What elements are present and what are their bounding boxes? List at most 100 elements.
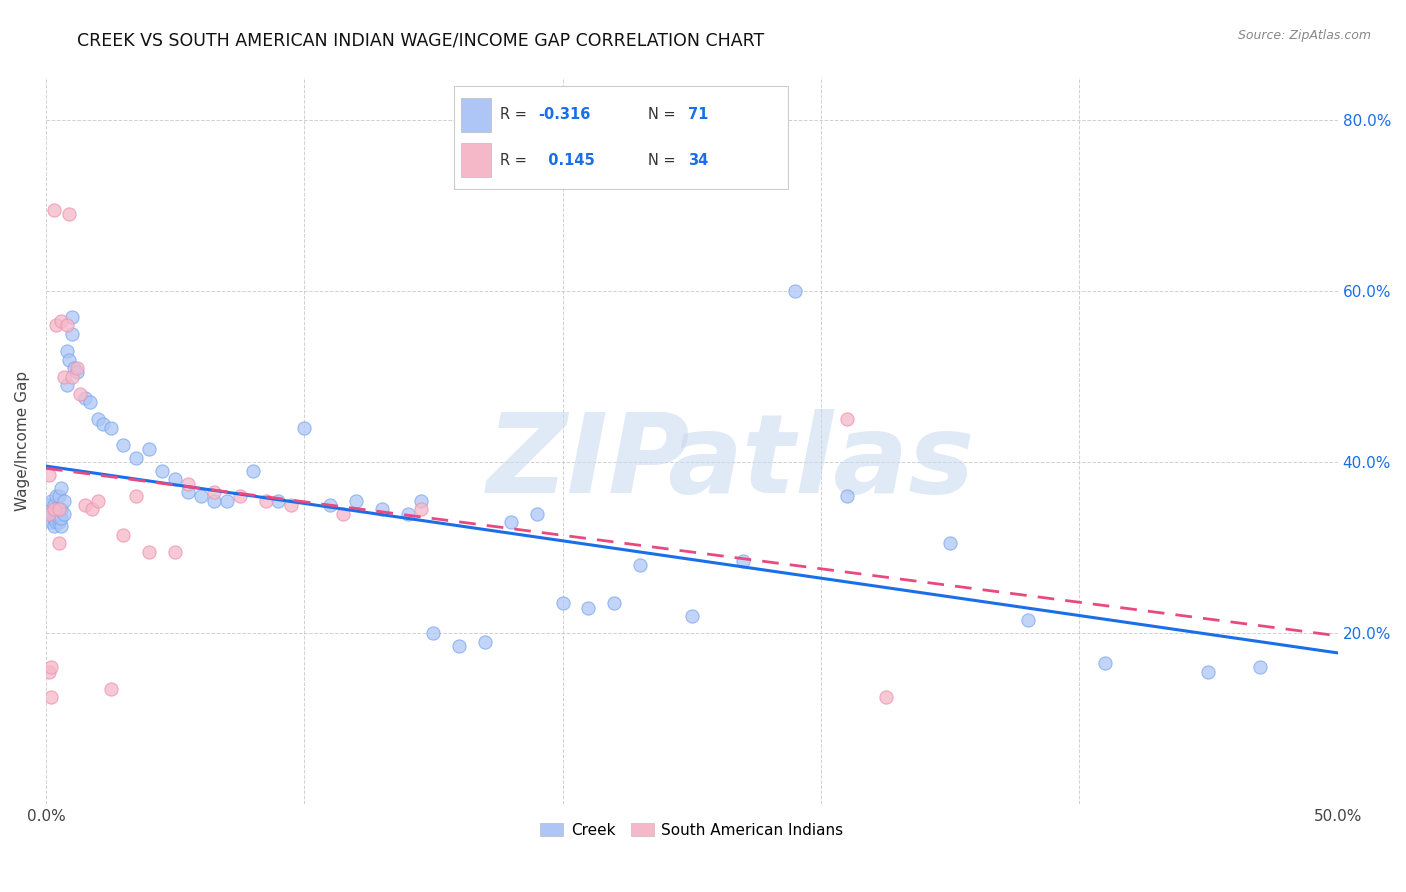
Point	[42, 498, 65, 512]
Point	[1017, 614, 1039, 628]
Point	[267, 493, 290, 508]
Point	[55, 344, 77, 359]
Point	[42, 519, 65, 533]
Point	[332, 507, 354, 521]
Point	[603, 596, 626, 610]
Point	[138, 442, 160, 457]
Point	[55, 318, 77, 333]
Point	[51, 511, 73, 525]
Point	[42, 511, 65, 525]
Text: atlas: atlas	[668, 409, 974, 516]
Point	[53, 507, 76, 521]
Point	[165, 472, 187, 486]
Point	[38, 665, 60, 679]
Point	[42, 507, 65, 521]
Point	[63, 361, 86, 376]
Point	[86, 493, 108, 508]
Point	[39, 507, 62, 521]
Point	[319, 498, 342, 512]
Point	[39, 690, 62, 705]
Point	[38, 498, 60, 512]
Point	[1249, 660, 1271, 674]
Point	[48, 490, 70, 504]
Point	[45, 490, 67, 504]
Point	[51, 314, 73, 328]
Point	[526, 507, 548, 521]
Y-axis label: Wage/Income Gap: Wage/Income Gap	[15, 371, 30, 511]
Point	[835, 412, 858, 426]
Point	[66, 366, 89, 380]
Point	[499, 515, 522, 529]
Text: Source: ZipAtlas.com: Source: ZipAtlas.com	[1237, 29, 1371, 42]
Point	[58, 352, 80, 367]
Point	[177, 476, 200, 491]
Point	[60, 310, 83, 324]
Point	[875, 690, 897, 705]
Point	[628, 558, 651, 572]
Point	[48, 515, 70, 529]
Point	[53, 369, 76, 384]
Point	[58, 207, 80, 221]
Text: ZIP: ZIP	[486, 409, 690, 516]
Point	[53, 493, 76, 508]
Point	[371, 502, 394, 516]
Point	[42, 502, 65, 516]
Point	[280, 498, 302, 512]
Point	[215, 493, 238, 508]
Point	[100, 681, 122, 696]
Point	[551, 596, 574, 610]
Point	[51, 481, 73, 495]
Point	[409, 493, 432, 508]
Point	[48, 502, 70, 516]
Point	[66, 361, 89, 376]
Point	[48, 536, 70, 550]
Point	[202, 493, 225, 508]
Point	[39, 493, 62, 508]
Point	[202, 485, 225, 500]
Point	[73, 498, 96, 512]
Point	[86, 412, 108, 426]
Point	[48, 511, 70, 525]
Point	[396, 507, 419, 521]
Point	[292, 421, 315, 435]
Point	[939, 536, 962, 550]
Point	[55, 378, 77, 392]
Point	[177, 485, 200, 500]
Point	[60, 369, 83, 384]
Point	[1198, 665, 1220, 679]
Text: CREEK VS SOUTH AMERICAN INDIAN WAGE/INCOME GAP CORRELATION CHART: CREEK VS SOUTH AMERICAN INDIAN WAGE/INCO…	[77, 31, 765, 49]
Point	[578, 600, 600, 615]
Point	[125, 490, 148, 504]
Point	[228, 490, 250, 504]
Point	[785, 284, 807, 298]
Point	[474, 635, 496, 649]
Point	[254, 493, 277, 508]
Point	[73, 391, 96, 405]
Point	[51, 502, 73, 516]
Point	[112, 528, 135, 542]
Point	[79, 395, 101, 409]
Legend: Creek, South American Indians: Creek, South American Indians	[534, 817, 849, 844]
Point	[45, 507, 67, 521]
Point	[82, 502, 104, 516]
Point	[45, 318, 67, 333]
Point	[449, 639, 471, 653]
Point	[409, 502, 432, 516]
Point	[48, 502, 70, 516]
Point	[45, 515, 67, 529]
Point	[100, 421, 122, 435]
Point	[69, 387, 91, 401]
Point	[38, 468, 60, 483]
Point	[150, 464, 173, 478]
Point	[45, 502, 67, 516]
Point	[138, 545, 160, 559]
Point	[38, 511, 60, 525]
Point	[60, 326, 83, 341]
Point	[51, 519, 73, 533]
Point	[39, 660, 62, 674]
Point	[344, 493, 367, 508]
Point	[38, 507, 60, 521]
Point	[38, 507, 60, 521]
Point	[91, 417, 114, 431]
Point	[835, 490, 858, 504]
